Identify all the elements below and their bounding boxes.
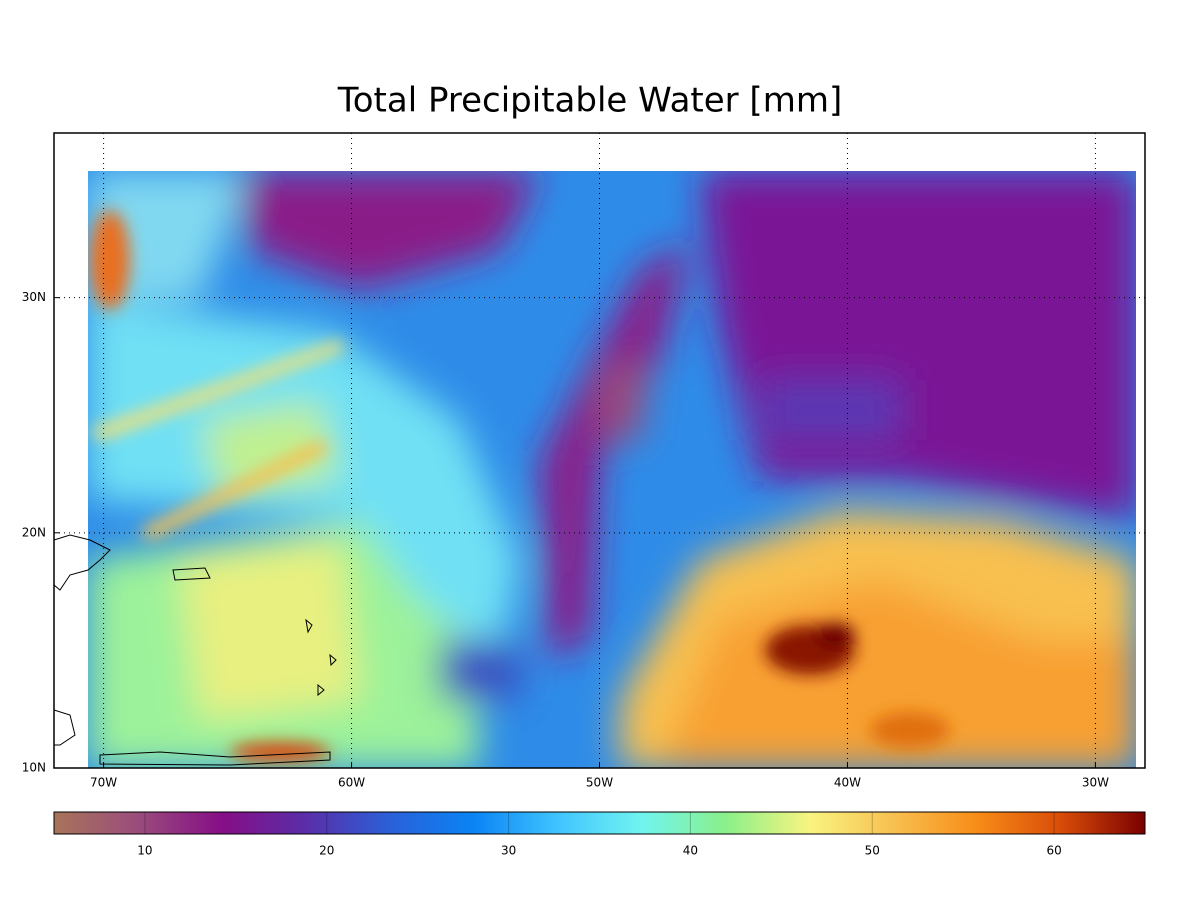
- colorbar-tick-label: 30: [501, 844, 516, 858]
- x-tick-label: 70W: [90, 776, 117, 790]
- x-tick-label: 60W: [338, 776, 365, 790]
- colorbar-ticks: 10 20 30 40 50 60: [137, 812, 1062, 858]
- precipitable-water-field: [88, 171, 1136, 768]
- colorbar-tick-label: 40: [683, 844, 698, 858]
- axes: 70W 60W 50W 40W 30W 10N 20N 30N: [22, 290, 1109, 789]
- chart-title: Total Precipitable Water [mm]: [337, 81, 842, 121]
- x-tick-label: 30W: [1082, 776, 1109, 790]
- x-tick-label: 50W: [586, 776, 613, 790]
- colorbar-tick-label: 50: [865, 844, 880, 858]
- y-tick-label: 30N: [22, 290, 46, 304]
- x-tick-label: 40W: [834, 776, 861, 790]
- colorbar: [53, 811, 1146, 835]
- colorbar-tick-label: 10: [137, 844, 152, 858]
- y-tick-label: 10N: [22, 761, 46, 775]
- colorbar-tick-label: 20: [319, 844, 334, 858]
- coastlines: [53, 534, 337, 766]
- colorbar-tick-label: 60: [1046, 844, 1061, 858]
- y-tick-label: 20N: [22, 525, 46, 539]
